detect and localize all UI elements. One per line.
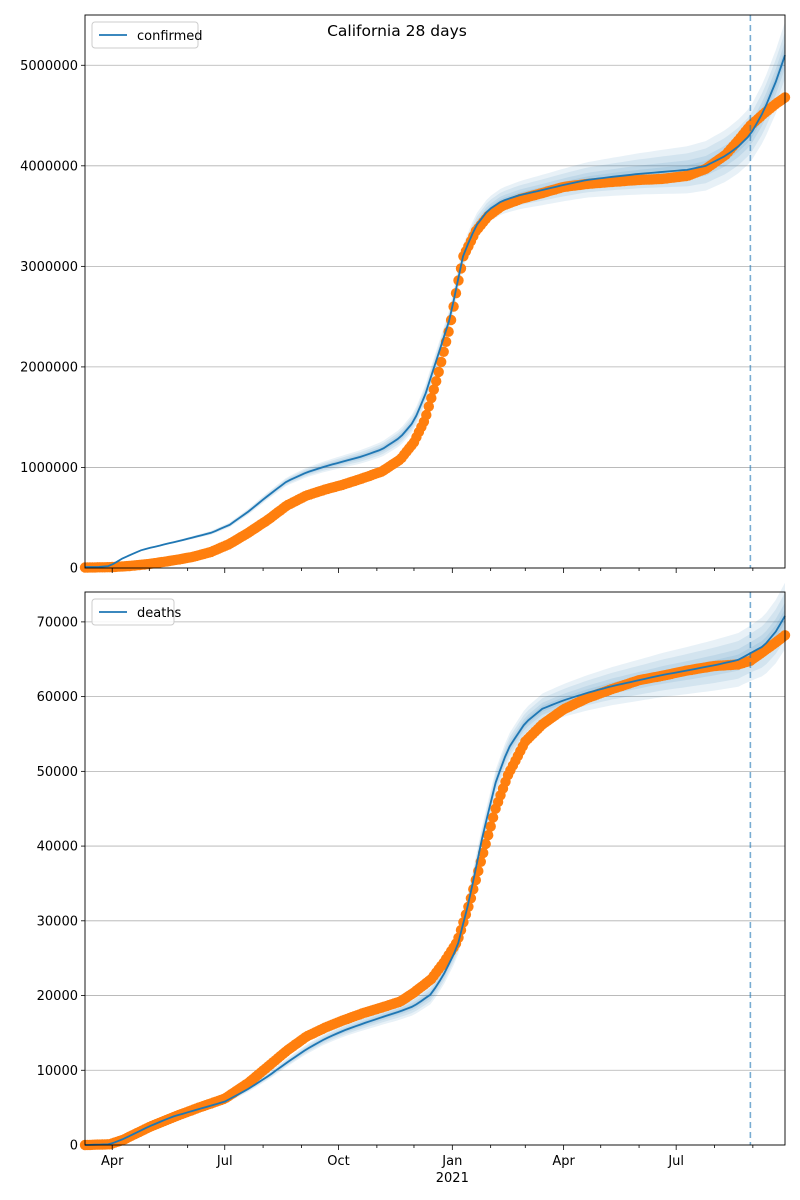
uncertainty-band (85, 48, 785, 568)
observed-point (436, 356, 447, 368)
observed-point (468, 884, 479, 895)
observed-point (428, 384, 439, 395)
model-line (85, 54, 786, 568)
x-tick-label: Apr (101, 1154, 124, 1169)
observed-point (433, 366, 444, 378)
observed-point (487, 812, 499, 823)
legend-label: deaths (137, 606, 182, 621)
observed-point (423, 401, 434, 412)
y-tick-label: 3000000 (20, 260, 78, 275)
uncertainty-band (85, 592, 785, 1145)
observed-point (483, 830, 494, 841)
y-tick-label: 20000 (37, 989, 78, 1004)
uncertainty-band (85, 22, 785, 567)
observed-point (478, 847, 489, 859)
observed-point (485, 821, 496, 832)
x-tick-label: Oct (327, 1154, 349, 1169)
model-line (84, 615, 786, 1146)
observed-point (421, 409, 432, 421)
y-tick-label: 1000000 (20, 461, 78, 476)
observed-point (426, 392, 437, 404)
x-year-label: 2021 (436, 1171, 469, 1186)
y-tick-label: 50000 (37, 765, 78, 780)
uncertainty-band (85, 41, 785, 567)
y-tick-label: 2000000 (20, 360, 78, 375)
axes-frame (84, 591, 786, 1146)
observed-point (480, 838, 491, 850)
y-tick-label: 0 (70, 562, 78, 577)
confirmed-panel: 0 1000000 2000000 3000000 4000000 5000000 conf… (20, 14, 791, 577)
legend: confirmed (91, 21, 203, 49)
legend-box (91, 21, 199, 49)
y-tick-label: 40000 (37, 840, 78, 855)
legend: deaths (91, 598, 182, 626)
uncertainty-band (85, 602, 785, 1145)
y-tick-label: 4000000 (20, 159, 78, 174)
uncertainty-band (85, 32, 785, 567)
x-tick-label: Jul (216, 1154, 233, 1169)
observed-point (438, 346, 449, 357)
y-tick-label: 10000 (37, 1064, 78, 1079)
y-tick-label: 5000000 (20, 59, 78, 74)
observed-point (431, 376, 442, 387)
deaths-panel: 0 10000 20000 30000 40000 50000 60000 70000 Apr J… (37, 582, 791, 1186)
x-tick-label: Apr (552, 1154, 575, 1169)
axes-frame (84, 14, 786, 569)
figure-title: California 28 days (327, 22, 467, 40)
x-tick-label: Jan (441, 1154, 462, 1169)
y-tick-label: 70000 (37, 615, 78, 630)
legend-box (91, 598, 175, 626)
legend-label: confirmed (137, 29, 203, 44)
y-tick-label: 60000 (37, 690, 78, 705)
y-tick-label: 30000 (37, 914, 78, 929)
y-tick-label: 0 (70, 1139, 78, 1154)
x-tick-label: Jul (667, 1154, 684, 1169)
